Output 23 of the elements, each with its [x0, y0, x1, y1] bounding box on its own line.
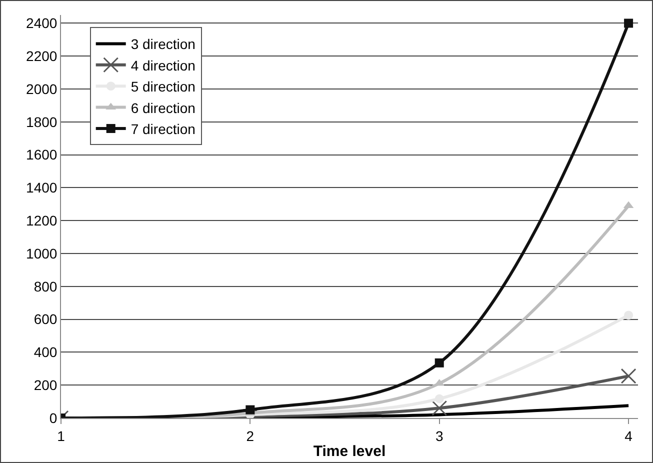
y-tick-label: 1000 [26, 245, 58, 262]
legend-label: 7 direction [130, 120, 196, 137]
legend-label: 4 direction [130, 57, 196, 74]
y-tick-label: 2400 [26, 15, 58, 32]
x-tick-label: 3 [435, 428, 444, 444]
y-tick-label: 2000 [26, 80, 58, 97]
x-tick-label: 2 [246, 428, 254, 444]
y-tick-label: 600 [34, 311, 58, 328]
y-tick-label: 0 [49, 410, 58, 426]
y-tick-label: 800 [34, 278, 58, 294]
y-tick-label: 1800 [26, 114, 58, 130]
y-tick-label: 1200 [26, 212, 58, 229]
legend-label: 5 direction [130, 78, 196, 95]
y-tick-label: 1600 [26, 146, 58, 163]
legend-label: 6 direction [130, 100, 196, 116]
x-tick-label: 1 [57, 428, 66, 444]
y-tick-label: 1400 [26, 180, 58, 196]
y-tick-label: 400 [34, 344, 58, 360]
legend-label: 3 direction [130, 36, 196, 52]
y-tick-label: 200 [34, 377, 58, 393]
y-tick-label: 2200 [26, 48, 58, 64]
x-axis-title: Time level [313, 442, 386, 460]
x-tick-label: 4 [624, 428, 633, 444]
